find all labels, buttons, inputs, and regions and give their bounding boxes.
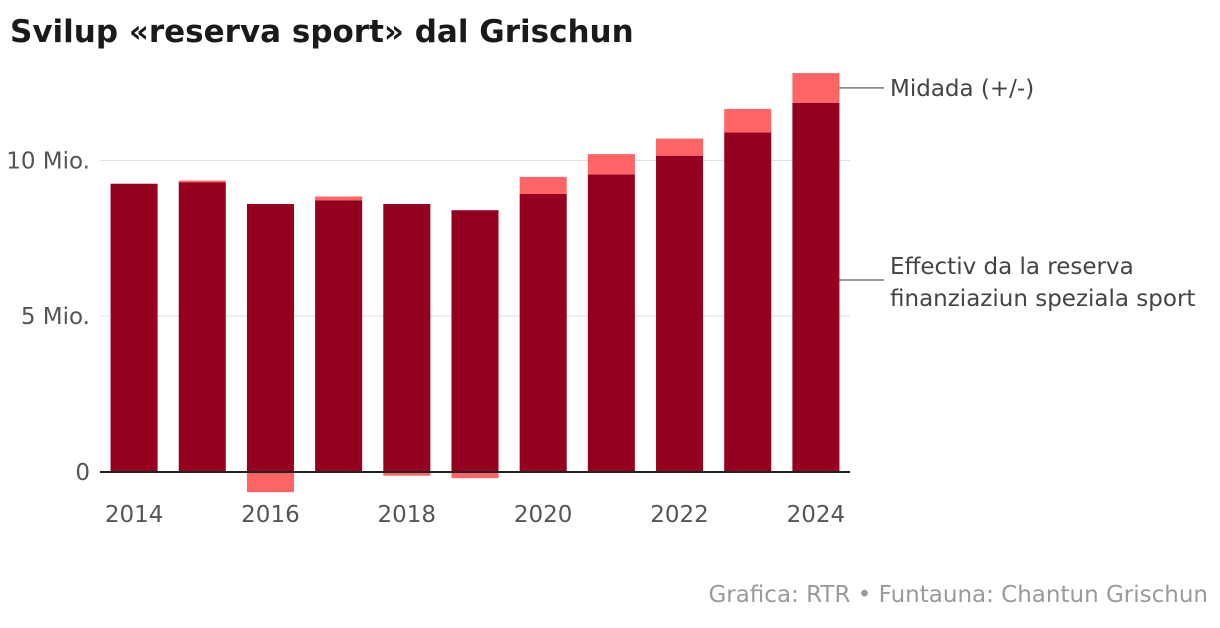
bar-effectiv-2021 <box>587 174 635 472</box>
bars <box>110 73 840 493</box>
bar-midada-2020 <box>519 176 567 195</box>
bar-midada-2021 <box>587 154 635 175</box>
source-note: Grafica: RTR • Funtauna: Chantun Grischu… <box>708 582 1208 608</box>
bar-effectiv-2022 <box>656 155 704 472</box>
midada-series-label: Midada (+/-) <box>890 76 1034 102</box>
bar-midada-2015 <box>178 180 226 183</box>
bar-effectiv-2023 <box>724 132 772 472</box>
y-tick-label: 0 <box>75 460 90 486</box>
bar-midada-2019 <box>451 471 499 479</box>
bar-midada-2017 <box>315 196 363 201</box>
x-tick-label: 2018 <box>378 502 437 528</box>
series-annotations: Midada (+/-) Effectiv da la reserva finanz… <box>839 76 1195 312</box>
x-tick-label: 2014 <box>105 502 164 528</box>
bar-effectiv-2015 <box>178 182 226 472</box>
bar-effectiv-2024 <box>792 102 840 472</box>
x-tick-label: 2020 <box>514 502 573 528</box>
bar-midada-2016 <box>246 471 294 493</box>
bar-midada-2023 <box>724 108 772 133</box>
bar-effectiv-2018 <box>383 203 431 472</box>
bar-effectiv-2016 <box>246 203 294 472</box>
bar-midada-2018 <box>383 471 431 476</box>
bar-effectiv-2014 <box>110 183 158 472</box>
bar-midada-2022 <box>656 138 704 156</box>
y-tick-label: 10 Mio. <box>6 148 90 174</box>
bar-effectiv-2019 <box>451 210 499 472</box>
x-tick-label: 2024 <box>787 502 846 528</box>
x-tick-label: 2016 <box>241 502 300 528</box>
axes: 0 5 Mio. 10 Mio. 2014 2016 2018 2020 2022 2024 <box>6 148 850 528</box>
bar-midada-2024 <box>792 73 840 103</box>
x-tick-label: 2022 <box>650 502 709 528</box>
y-tick-label: 5 Mio. <box>21 304 90 330</box>
bar-effectiv-2020 <box>519 194 567 472</box>
bar-effectiv-2017 <box>315 200 363 472</box>
effectiv-series-label-line: Effectiv da la reserva <box>890 254 1134 280</box>
effectiv-series-label-line: finanziaziun speziala sport <box>890 286 1195 312</box>
chart-title: Svilup «reserva sport» dal Grischun <box>10 14 634 50</box>
